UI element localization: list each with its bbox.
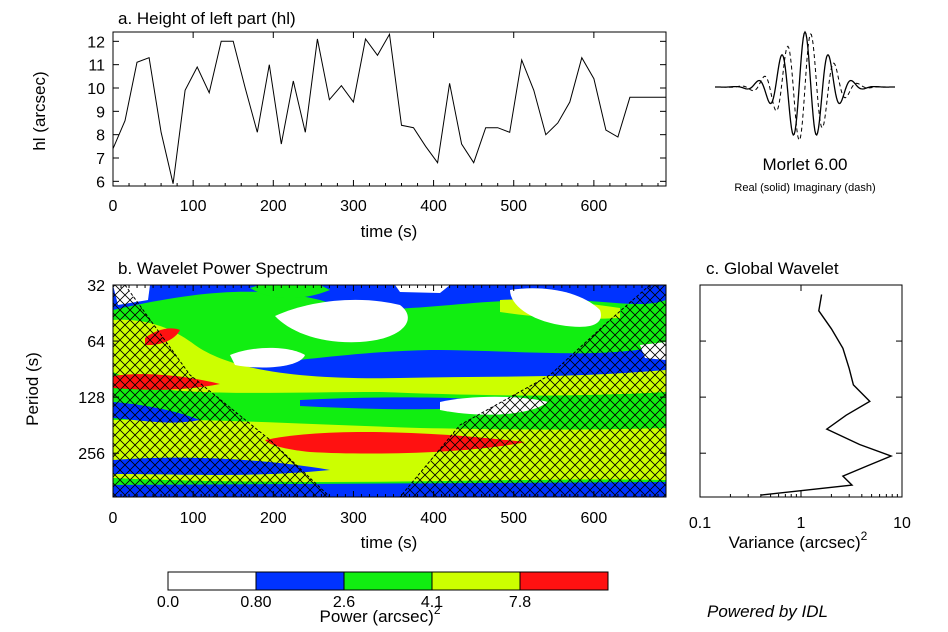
x-tick-label: 500 [500,510,527,527]
panel-a-xlabel: time (s) [361,222,418,241]
power-region [395,285,450,293]
y-tick-label: 6 [96,174,105,191]
x-tick-label: 0 [109,510,118,527]
x-tick-label: 10 [893,515,911,532]
panel-b-xlabel: time (s) [361,533,418,552]
morlet-real-curve [715,30,895,137]
y-tick-label: 12 [87,34,105,51]
x-tick-label: 600 [581,198,608,215]
y-tick-label: 7 [96,151,105,168]
coi-boundary-right [399,285,651,497]
panel-a-title: a. Height of left part (hl) [118,9,296,28]
credit-text: Powered by IDL [707,602,828,621]
x-tick-label: 300 [340,198,367,215]
colorbar-swatch [255,571,345,591]
colorbar-tick-label: 4.1 [421,594,443,611]
cone-of-influence-right [400,285,666,497]
x-tick-label: 300 [340,510,367,527]
panel-a: a. Height of left part (hl) 6 7 8 9 10 11 12 0… [30,9,667,241]
x-tick-label: 200 [260,510,287,527]
y-tick-label: 32 [87,278,105,295]
x-tick-label: 600 [581,510,608,527]
panel-c: c. Global Wavelet 0.1 1 10 Variance (arcse… [689,259,911,552]
colorbar-swatch [431,571,521,591]
y-tick-label: 128 [78,390,105,407]
panel-b-ylabel: Period (s) [23,352,42,426]
coi-boundary-left [124,285,331,497]
colorbar-tick-label: 2.6 [333,594,355,611]
colorbar-tick-label: 0.80 [240,594,271,611]
x-tick-label: 200 [260,198,287,215]
power-region [113,319,666,396]
series-line-global-wavelet [760,294,894,496]
power-region [230,347,305,368]
colorbar-label: Power (arcsec)2 [320,603,441,626]
panel-c-xlabel: Variance (arcsec)2 [729,529,868,552]
y-tick-label: 256 [78,446,105,463]
x-tick-label: 100 [180,198,207,215]
panel-a-frame [112,31,667,187]
colorbar-label-text: Power (arcsec) [320,607,434,626]
panel-c-xlabel-text: Variance (arcsec) [729,533,861,552]
y-tick-label: 11 [88,58,105,75]
morlet-caption: Real (solid) Imaginary (dash) [734,182,875,194]
colorbar: Power (arcsec)2 0.0 0.80 2.6 4.1 7.8 [157,571,609,626]
colorbar-label-superscript: 2 [434,603,441,617]
wavelet-power-contours [113,285,666,497]
panel-c-title: c. Global Wavelet [706,259,839,278]
x-tick-label: 1 [797,515,806,532]
y-tick-label: 8 [96,128,105,145]
y-tick-label: 9 [96,104,105,121]
x-tick-label: 100 [180,510,207,527]
colorbar-swatch [167,571,257,591]
series-line-hl [112,32,666,184]
colorbar-swatch [519,571,609,591]
power-region [250,285,330,299]
colorbar-tick-label: 7.8 [509,594,531,611]
power-region [275,299,408,343]
x-tick-label: 500 [500,198,527,215]
panel-c-frame [699,284,903,498]
morlet-wavelet: Morlet 6.00 Real (solid) Imaginary (dash… [715,30,895,194]
panel-b-frame [112,284,667,498]
colorbar-swatch [343,571,433,591]
x-tick-label: 400 [420,198,447,215]
x-tick-label: 0 [109,198,118,215]
morlet-title: Morlet 6.00 [762,155,847,174]
panel-a-ylabel: hl (arcsec) [30,71,49,150]
colorbar-tick-label: 0.0 [157,594,179,611]
panel-c-xlabel-superscript: 2 [861,529,868,543]
y-tick-label: 64 [87,334,105,351]
panel-b-title: b. Wavelet Power Spectrum [118,259,328,278]
x-tick-label: 0.1 [689,515,711,532]
panel-b: b. Wavelet Power Spectrum [23,259,667,552]
x-tick-label: 400 [420,510,447,527]
morlet-imaginary-curve [715,33,895,141]
power-region [510,288,601,327]
cone-of-influence-left [113,285,330,497]
y-tick-label: 10 [87,81,105,98]
